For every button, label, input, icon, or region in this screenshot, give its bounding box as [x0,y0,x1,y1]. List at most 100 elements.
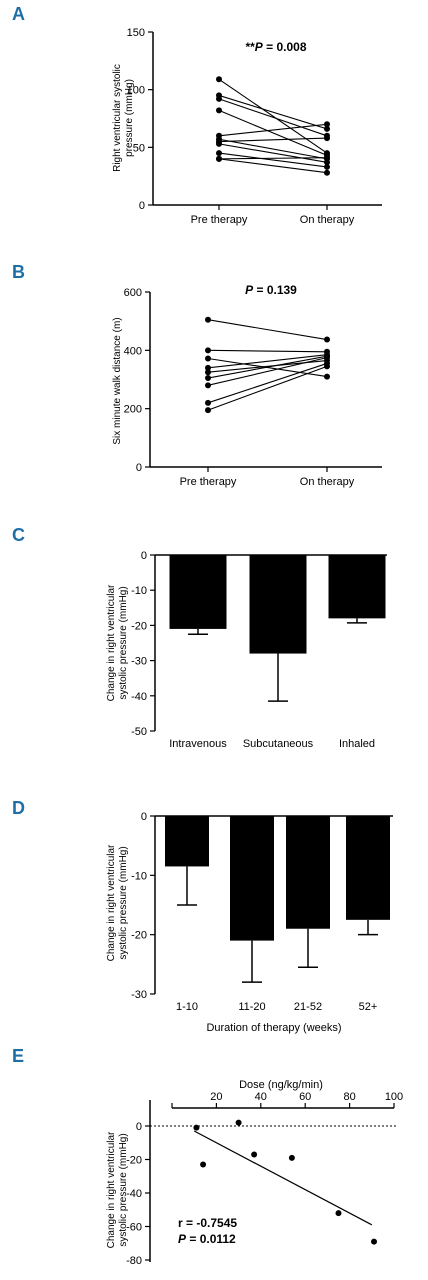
panel-d-y-tick-label: -30 [131,989,147,1001]
panel-e-p-value: P = 0.0112 [178,1232,236,1246]
panel-e-point [235,1119,242,1126]
panel-e-regression-line [193,1130,373,1226]
panel-c-y-axis-label-line: systolic pressure (mmHg) [118,586,129,699]
panel-b-point-pre [205,369,211,376]
panel-c-y-tick-label: -40 [131,691,147,703]
panel-d-y-tick-label: -20 [131,930,147,942]
panel-a-y-tick-label: 100 [127,85,145,97]
panel-a-pair-line [218,143,328,163]
panel-a-point-pre [216,107,222,114]
panel-a-point-on [324,154,330,161]
panel-a-p-value: **P = 0.008 [245,40,306,54]
panel-b-pair-line [207,362,328,404]
panel-b-pair-line [207,357,328,386]
panel-d-bar [165,816,209,867]
panel-b-point-on [324,373,330,380]
panel-b-pair-line [207,365,328,411]
panel-a-point-pre [216,76,222,83]
panel-e-y-axis-label-line: systolic pressure (mmHg) [118,1133,129,1246]
panel-e-point [200,1161,207,1168]
panel-e-y-tick-label: 0 [136,1121,142,1133]
panel-a-pair-line [218,152,328,168]
panel-e-point [371,1238,378,1245]
panel-e-x-tick-label: 60 [299,1091,311,1103]
panel-a-pair-line [218,157,328,160]
panel-e-x-tick-label: 80 [343,1091,355,1103]
panel-b-point-pre [205,364,211,371]
panel-c-x-tick-label: Inhaled [339,738,375,750]
panel-b-p-value: P = 0.139 [245,283,297,297]
panel-d-x-tick-label: 1-10 [176,1001,198,1013]
panel-e-r-value: r = -0.7545 [178,1216,237,1230]
panel-c-bar [169,555,227,629]
panel-b-pair-line [207,349,328,353]
panel-a-pair-line [218,137,328,143]
panel-a-pair-line [218,98,328,137]
panel-d-y-axis-label: Change in right ventricular systolic pres… [106,844,129,961]
panel-b-point-on [324,336,330,343]
panel-d-bar [286,816,330,929]
panel-d-bar [346,816,390,920]
panel-b-point-pre [205,316,211,323]
panel-a-point-pre [216,95,222,102]
panel-d-x-axis-label: Duration of therapy (weeks) [206,1022,341,1034]
panel-e-y-axis-label-line: Change in right ventricular [106,1131,117,1248]
panel-a-pair-line [218,158,328,174]
panel-b-y-axis-label: Six minute walk distance (m) [112,317,123,444]
panel-e-point [251,1151,258,1158]
panel-a-pair-line [218,138,328,160]
panel-b-point-on [324,363,330,370]
panel-a-point-on [324,125,330,132]
panel-e-x-tick-label: 100 [385,1091,403,1103]
panel-e-y-tick-label: -80 [126,1255,142,1267]
panel-a-y-tick-label: 0 [139,200,145,212]
panel-e-x-axis-label: Dose (ng/kg/min) [239,1079,323,1091]
panel-label-b: B [12,262,25,282]
panel-a-point-pre [216,150,222,157]
panel-b-point-pre [205,355,211,362]
panel-label-d: D [12,798,25,818]
panel-e-y-axis-label: Change in right ventricular systolic pres… [106,1131,129,1248]
panel-c-y-axis-label: Change in right ventricular systolic pres… [106,584,129,701]
panel-b-point-pre [205,399,211,406]
panel-b-y-tick-label: 200 [124,404,142,416]
panel-b-point-on [324,354,330,361]
panel-c-bar [328,555,386,619]
panel-d-bar [230,816,274,941]
panel-e-point [288,1154,295,1161]
panel-a-pair-line [218,109,328,156]
panel-a-point-pre [216,155,222,162]
panel-d-x-tick-label: 21-52 [294,1001,322,1013]
panel-b-x-tick-label: On therapy [300,476,355,488]
panel-d-y-tick-label: -10 [131,870,147,882]
panel-a-point-on [324,169,330,176]
panel-e-y-tick-label: -60 [126,1222,142,1234]
panel-b-x-tick-label: Pre therapy [180,476,237,488]
panel-a-y-tick-label: 50 [133,142,145,154]
panel-e-y-tick-label: -20 [126,1155,142,1167]
panel-a-point-on [324,163,330,170]
panel-d-x-tick-label: 11-20 [238,1001,265,1013]
panel-b-y-tick-label: 400 [124,345,142,357]
panel-b-pair-line [207,354,328,369]
panel-a-point-pre [216,140,222,147]
panel-a-pair-line [218,78,328,154]
panel-b-pair-line [207,355,328,379]
panel-a-point-on [324,135,330,142]
panel-c-y-tick-label: -30 [131,656,147,668]
panel-e-x-tick-label: 20 [210,1091,222,1103]
panel-a-y-axis-label: Right ventricular systolic pressure (mmHg… [112,64,135,172]
panel-b-pair-line [207,319,328,341]
panel-a-y-tick-label: 150 [127,27,145,39]
panel-a-pair-line [218,94,328,130]
panel-c-y-tick-label: -20 [131,620,147,632]
panel-c-y-tick-label: -50 [131,726,147,738]
panel-a-pair-line [218,123,328,137]
panel-e-y-tick-label: -40 [126,1188,142,1200]
panel-a-x-tick-label: On therapy [300,214,355,226]
panel-d-y-axis-label-line: Change in right ventricular [106,844,117,961]
panel-a-point-on [324,121,330,128]
panel-d-y-tick-label: 0 [141,811,147,823]
panel-a-x-tick-label: Pre therapy [191,214,248,226]
